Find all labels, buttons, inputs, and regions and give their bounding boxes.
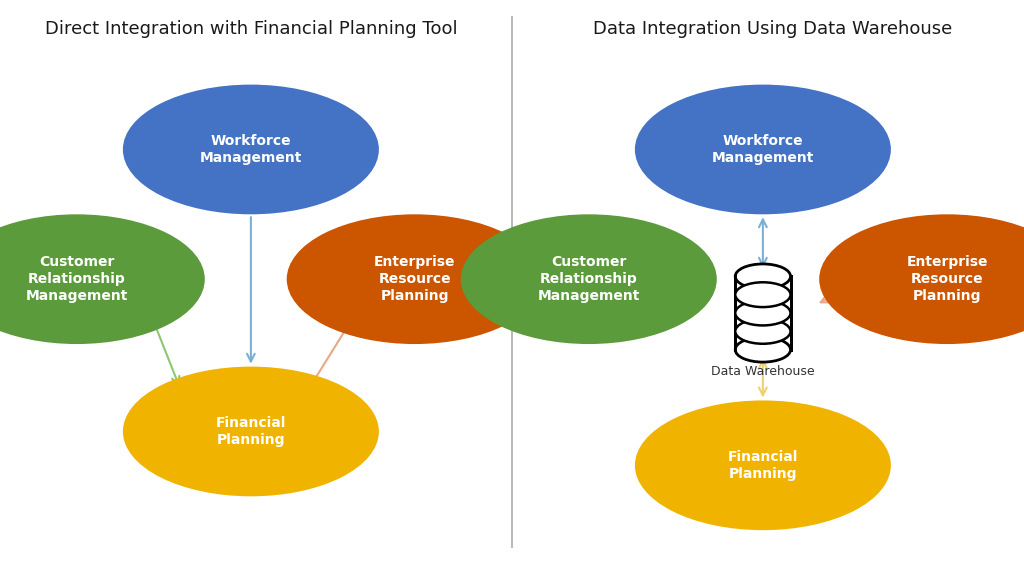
Text: Enterprise
Resource
Planning: Enterprise Resource Planning bbox=[906, 255, 988, 303]
Text: Customer
Relationship
Management: Customer Relationship Management bbox=[538, 255, 640, 303]
Ellipse shape bbox=[735, 319, 791, 344]
Ellipse shape bbox=[735, 301, 791, 325]
Ellipse shape bbox=[735, 264, 791, 289]
Text: Data Warehouse: Data Warehouse bbox=[711, 365, 815, 378]
Text: Customer
Relationship
Management: Customer Relationship Management bbox=[26, 255, 128, 303]
Ellipse shape bbox=[635, 85, 891, 214]
Ellipse shape bbox=[287, 214, 543, 344]
Text: Workforce
Management: Workforce Management bbox=[712, 134, 814, 165]
Ellipse shape bbox=[0, 214, 205, 344]
Ellipse shape bbox=[635, 400, 891, 530]
Text: Data Integration Using Data Warehouse: Data Integration Using Data Warehouse bbox=[594, 20, 952, 38]
Ellipse shape bbox=[123, 367, 379, 496]
Ellipse shape bbox=[735, 337, 791, 362]
Text: Financial
Planning: Financial Planning bbox=[216, 416, 286, 447]
Ellipse shape bbox=[819, 214, 1024, 344]
Text: Enterprise
Resource
Planning: Enterprise Resource Planning bbox=[374, 255, 456, 303]
Bar bbox=[735, 276, 791, 350]
Ellipse shape bbox=[735, 282, 791, 307]
Text: Financial
Planning: Financial Planning bbox=[728, 450, 798, 481]
Text: Direct Integration with Financial Planning Tool: Direct Integration with Financial Planni… bbox=[45, 20, 457, 38]
Text: Workforce
Management: Workforce Management bbox=[200, 134, 302, 165]
Ellipse shape bbox=[461, 214, 717, 344]
Ellipse shape bbox=[123, 85, 379, 214]
